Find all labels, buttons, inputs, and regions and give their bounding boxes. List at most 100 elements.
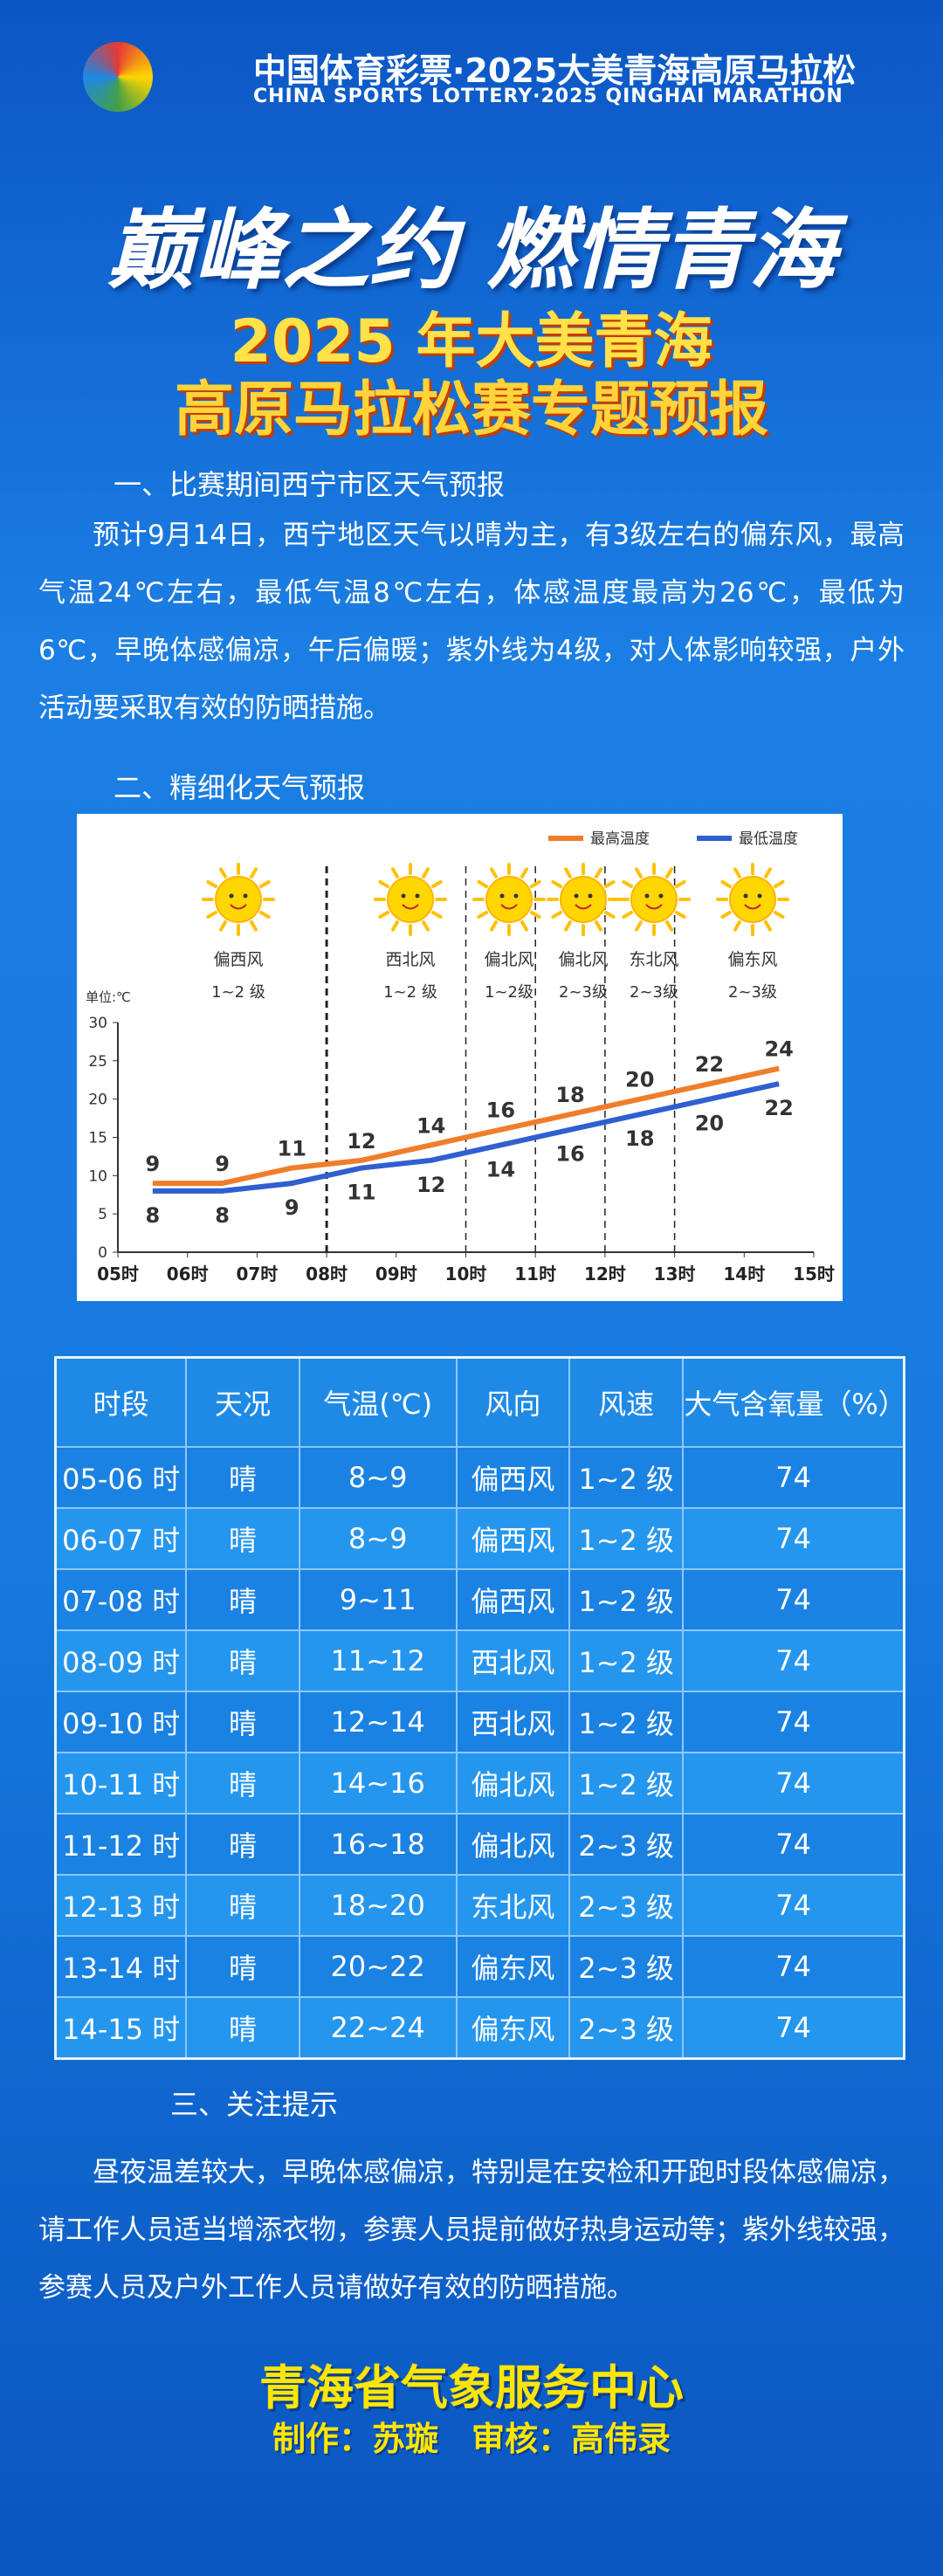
data-label: 11	[278, 1137, 306, 1161]
table-cell: 11-12 时	[54, 1813, 188, 1876]
line	[152, 1065, 780, 1187]
data-label: 8	[215, 1203, 230, 1228]
wind-level: 2~3级	[630, 983, 678, 1002]
table-row: 14-15 时晴 22~24 偏东风 2~3 级 74	[54, 1996, 905, 2060]
x-tick-label: 12时	[584, 1264, 626, 1285]
table-cell: 晴	[185, 1629, 300, 1692]
sun-ray	[733, 867, 741, 879]
wind-direction: 东北风	[629, 950, 678, 969]
y-tick-label: 30	[88, 1015, 107, 1032]
sun-ray	[674, 880, 686, 888]
sun-ray	[430, 911, 443, 919]
sun-ray	[764, 867, 772, 879]
table-cell: 06-07 时	[54, 1507, 188, 1570]
title-2: 高原马拉松赛专题预报	[174, 375, 768, 444]
column-header: 气温(℃)	[298, 1356, 458, 1448]
table-cell: 12~14	[298, 1691, 458, 1753]
y-tick-label: 10	[88, 1167, 107, 1185]
sun-smile	[402, 904, 419, 910]
table-cell: 偏西风	[455, 1507, 571, 1570]
table-cell: 20~22	[298, 1935, 458, 1998]
x-tick-label: 15时	[793, 1264, 835, 1285]
sun-ray	[250, 920, 258, 932]
wind-direction: 偏西风	[213, 950, 263, 969]
sun-ray	[603, 880, 616, 888]
table-cell: 晴	[185, 1874, 300, 1937]
wind-direction: 偏东风	[727, 950, 777, 969]
sun-eye	[644, 893, 650, 899]
table-cell: 14~16	[298, 1752, 458, 1815]
section-heading: 三、关注提示	[170, 2088, 339, 2121]
sun-smile	[645, 904, 663, 910]
sun-ray	[219, 867, 227, 879]
table-cell: 1~2 级	[568, 1507, 685, 1570]
table-row: 07-08 时晴 9~11 偏西风 1~2 级 74	[54, 1568, 905, 1631]
sun-ray	[391, 920, 399, 932]
sun-ray	[665, 867, 673, 879]
slogan: 巅峰之约 燃情青海	[107, 198, 836, 301]
table-cell: 10-11 时	[54, 1752, 188, 1815]
sun-eye	[229, 893, 234, 899]
table-cell: 晴	[185, 1568, 300, 1631]
sun-ray	[529, 911, 541, 919]
data-label: 9	[285, 1195, 299, 1220]
paragraph: 预计9月14日，西宁地区天气以晴为主，有3级左右的偏东风，最高气温24℃左右，最…	[38, 520, 905, 724]
table-cell: 偏西风	[455, 1568, 571, 1631]
table-cell: 18~20	[298, 1874, 458, 1937]
data-label: 11	[347, 1181, 375, 1205]
sun-smile	[500, 904, 518, 910]
sun-ray	[635, 920, 643, 932]
table-cell: 晴	[185, 1691, 300, 1753]
organization: 青海省气象服务中心	[259, 2360, 684, 2415]
sun-ray	[430, 880, 443, 888]
sun-smile	[230, 904, 247, 910]
data-label: 14	[416, 1113, 445, 1138]
table-cell: 晴	[185, 1996, 300, 2060]
sun-ray	[477, 911, 489, 919]
y-tick-label: 0	[98, 1244, 107, 1262]
data-label: 12	[416, 1173, 445, 1197]
table-cell: 16~18	[298, 1813, 458, 1876]
sun-ray	[422, 867, 430, 879]
sun-ray	[564, 867, 572, 879]
sun-ray	[490, 867, 498, 879]
section-heading: 二、精细化天气预报	[114, 771, 366, 804]
sun-ray	[378, 880, 390, 888]
sun-eye	[757, 893, 762, 899]
table-cell: 2~3 级	[568, 1935, 685, 1998]
paragraph: 昼夜温差较大，早晚体感偏凉，特别是在安检和开跑时段体感偏凉，请工作人员适当增添衣…	[38, 2157, 905, 2304]
table-cell: 74	[682, 1507, 905, 1570]
table-row: 13-14 时晴 20~22 偏东风 2~3 级 74	[54, 1935, 905, 1998]
sun-ray	[720, 880, 733, 888]
sun-eye	[743, 893, 748, 899]
data-label: 9	[215, 1152, 230, 1176]
wind-level: 2~3级	[728, 983, 777, 1002]
wind-level: 1~2 级	[383, 983, 437, 1002]
x-tick-label: 09时	[375, 1264, 417, 1285]
y-axis-label: 单位:℃	[86, 989, 131, 1005]
table-cell: 晴	[185, 1507, 300, 1570]
sun-icon	[472, 863, 546, 936]
column-header: 时段	[54, 1356, 188, 1448]
x-tick-label: 06时	[167, 1264, 209, 1285]
x-tick-label: 13时	[654, 1264, 696, 1285]
sun-face	[560, 876, 607, 923]
sun-ray	[773, 911, 785, 919]
sun-icon	[716, 863, 789, 936]
x-tick-label: 11时	[514, 1264, 556, 1285]
table-cell: 14-15 时	[54, 1996, 188, 2060]
table-row: 12-13 时晴 18~20 东北风 2~3 级 74	[54, 1874, 905, 1937]
sun-ray	[622, 880, 634, 888]
sun-ray	[603, 911, 616, 919]
sun-ray	[665, 920, 673, 932]
table-cell: 9~11	[298, 1568, 458, 1631]
table-cell: 74	[682, 1691, 905, 1753]
table-row: 06-07 时晴 8~9 偏西风 1~2 级 74	[54, 1507, 905, 1570]
sun-ray	[477, 880, 489, 888]
y-tick-label: 5	[98, 1206, 107, 1223]
table-cell: 11~12	[298, 1629, 458, 1692]
table-cell: 74	[682, 1813, 905, 1876]
table-cell: 晴	[185, 1446, 300, 1509]
sun-ray	[551, 880, 563, 888]
x-tick-label: 07时	[236, 1264, 278, 1285]
